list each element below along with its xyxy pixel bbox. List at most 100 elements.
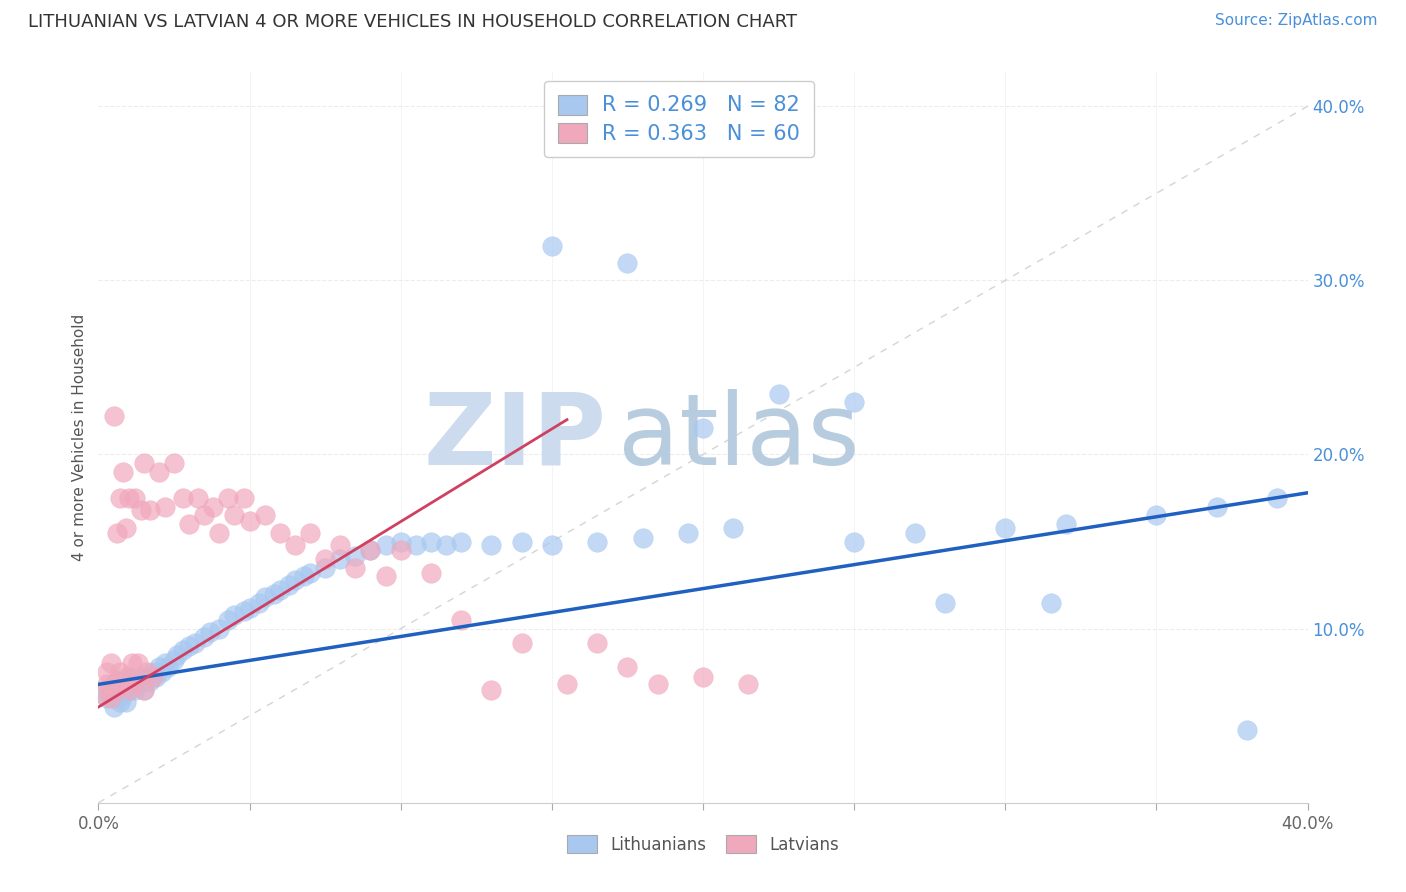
- Point: [145, 670, 167, 684]
- Point: [179, 517, 201, 532]
- Point: [108, 695, 131, 709]
- Point: [224, 607, 246, 622]
- Point: [111, 677, 134, 691]
- Point: [253, 591, 276, 605]
- Point: [132, 456, 155, 470]
- Point: [647, 677, 669, 691]
- Point: [179, 639, 201, 653]
- Point: [153, 500, 176, 514]
- Point: [108, 682, 131, 697]
- Point: [163, 653, 186, 667]
- Point: [420, 566, 443, 580]
- Point: [389, 534, 412, 549]
- Point: [692, 670, 714, 684]
- Point: [124, 673, 146, 688]
- Point: [111, 688, 134, 702]
- Text: Source: ZipAtlas.com: Source: ZipAtlas.com: [1215, 13, 1378, 29]
- Point: [118, 682, 141, 697]
- Point: [239, 600, 262, 615]
- Point: [129, 503, 152, 517]
- Point: [616, 256, 638, 270]
- Point: [481, 538, 503, 552]
- Point: [1236, 723, 1258, 737]
- Point: [994, 521, 1017, 535]
- Point: [118, 491, 141, 505]
- Point: [108, 665, 131, 680]
- Point: [934, 595, 956, 609]
- Point: [114, 521, 136, 535]
- Point: [153, 657, 176, 671]
- Point: [314, 560, 336, 574]
- Point: [434, 538, 457, 552]
- Point: [172, 642, 194, 657]
- Point: [193, 631, 215, 645]
- Point: [114, 670, 136, 684]
- Legend: Lithuanians, Latvians: Lithuanians, Latvians: [560, 829, 846, 860]
- Point: [586, 635, 609, 649]
- Point: [224, 508, 246, 523]
- Point: [150, 665, 173, 680]
- Point: [132, 673, 155, 688]
- Point: [253, 508, 276, 523]
- Point: [142, 665, 165, 680]
- Point: [193, 508, 215, 523]
- Point: [737, 677, 759, 691]
- Point: [111, 465, 134, 479]
- Point: [200, 625, 222, 640]
- Point: [269, 525, 291, 540]
- Point: [139, 503, 162, 517]
- Point: [163, 456, 186, 470]
- Point: [1039, 595, 1062, 609]
- Point: [96, 677, 118, 691]
- Point: [121, 677, 143, 691]
- Point: [374, 569, 396, 583]
- Y-axis label: 4 or more Vehicles in Household: 4 or more Vehicles in Household: [72, 313, 87, 561]
- Point: [314, 552, 336, 566]
- Point: [239, 514, 262, 528]
- Point: [139, 673, 162, 688]
- Point: [292, 569, 315, 583]
- Point: [108, 491, 131, 505]
- Point: [481, 682, 503, 697]
- Text: atlas: atlas: [619, 389, 860, 485]
- Point: [844, 395, 866, 409]
- Point: [904, 525, 927, 540]
- Point: [124, 673, 146, 688]
- Point: [100, 657, 122, 671]
- Point: [844, 534, 866, 549]
- Point: [420, 534, 443, 549]
- Point: [100, 688, 122, 702]
- Point: [93, 688, 115, 702]
- Point: [118, 670, 141, 684]
- Point: [135, 665, 157, 680]
- Point: [114, 682, 136, 697]
- Point: [132, 682, 155, 697]
- Point: [105, 673, 128, 688]
- Point: [232, 604, 254, 618]
- Point: [344, 549, 367, 563]
- Point: [132, 682, 155, 697]
- Point: [723, 521, 745, 535]
- Text: LITHUANIAN VS LATVIAN 4 OR MORE VEHICLES IN HOUSEHOLD CORRELATION CHART: LITHUANIAN VS LATVIAN 4 OR MORE VEHICLES…: [28, 13, 797, 31]
- Point: [172, 491, 194, 505]
- Point: [1267, 491, 1289, 505]
- Point: [616, 660, 638, 674]
- Point: [344, 560, 367, 574]
- Point: [105, 525, 128, 540]
- Point: [127, 677, 149, 691]
- Point: [374, 538, 396, 552]
- Point: [103, 700, 125, 714]
- Point: [284, 573, 307, 587]
- Point: [631, 531, 654, 545]
- Point: [540, 538, 562, 552]
- Point: [118, 682, 141, 697]
- Point: [284, 538, 307, 552]
- Point: [184, 635, 207, 649]
- Point: [232, 491, 254, 505]
- Point: [676, 525, 699, 540]
- Point: [187, 491, 209, 505]
- Point: [121, 657, 143, 671]
- Point: [247, 595, 270, 609]
- Point: [450, 534, 472, 549]
- Text: ZIP: ZIP: [423, 389, 606, 485]
